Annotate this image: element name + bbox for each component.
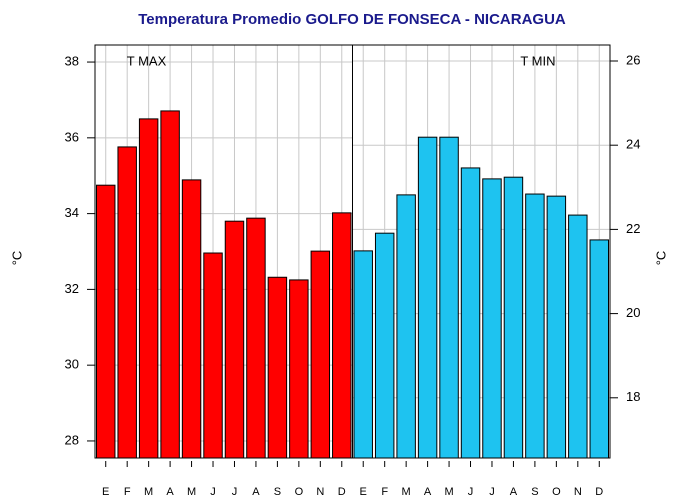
bar (374, 232, 395, 459)
bar (224, 220, 245, 459)
x-tick-label: D (338, 486, 346, 498)
x-tick-label: N (574, 486, 582, 498)
panel-label: T MIN (520, 53, 555, 68)
y-tick-label: 34 (65, 205, 79, 220)
bar (138, 118, 159, 459)
y-tick-label: 38 (65, 53, 79, 68)
x-tick-label: A (424, 486, 432, 498)
x-tick-label: M (144, 486, 153, 498)
bar (482, 178, 502, 459)
bar (460, 167, 481, 459)
x-tick-label: J (489, 486, 495, 498)
x-tick-label: M (402, 486, 411, 498)
x-tick-label: F (381, 486, 388, 498)
x-tick-label: S (274, 486, 281, 498)
x-tick-label: O (552, 486, 561, 498)
bar (160, 110, 180, 459)
y2-tick-label: 26 (626, 52, 640, 67)
y-tick-label: 36 (65, 129, 79, 144)
y-tick-label: 30 (65, 357, 79, 372)
bar (96, 184, 116, 459)
x-tick-label: O (295, 486, 304, 498)
bar (589, 239, 610, 459)
x-tick-label: A (166, 486, 174, 498)
x-tick-label: A (510, 486, 518, 498)
x-tick-label: E (360, 486, 367, 498)
bar (203, 252, 223, 459)
panel-frame (352, 44, 611, 459)
x-tick-label: J (468, 486, 474, 498)
bar (267, 276, 288, 459)
bar (546, 195, 567, 459)
bar (332, 212, 352, 459)
y-tick-label: 32 (65, 281, 79, 296)
bar (439, 136, 459, 459)
y2-tick-label: 18 (626, 389, 640, 404)
bar (396, 194, 416, 459)
x-tick-label: N (316, 486, 324, 498)
bar (181, 179, 202, 459)
y2-axis-label: °C (653, 251, 668, 266)
x-tick-label: E (102, 486, 109, 498)
x-tick-label: J (210, 486, 216, 498)
x-tick-label: D (595, 486, 603, 498)
x-tick-label: F (124, 486, 131, 498)
bar (503, 176, 524, 459)
bar (289, 279, 309, 459)
bar (310, 250, 331, 459)
bar (117, 146, 137, 459)
x-tick-label: M (444, 486, 453, 498)
bar (525, 193, 545, 459)
y-tick-label: 28 (65, 432, 79, 447)
y-axis-label: °C (9, 251, 24, 266)
x-tick-label: J (232, 486, 238, 498)
y2-tick-label: 24 (626, 137, 640, 152)
panel-label: T MAX (127, 53, 167, 68)
y2-tick-label: 22 (626, 221, 640, 236)
bar (417, 136, 438, 459)
bar (246, 217, 266, 459)
y2-tick-label: 20 (626, 305, 640, 320)
x-tick-label: M (187, 486, 196, 498)
chart-title: Temperatura Promedio GOLFO DE FONSECA - … (138, 11, 566, 28)
x-tick-label: A (252, 486, 260, 498)
bar (353, 250, 373, 459)
bar (568, 214, 588, 459)
x-tick-label: S (531, 486, 538, 498)
